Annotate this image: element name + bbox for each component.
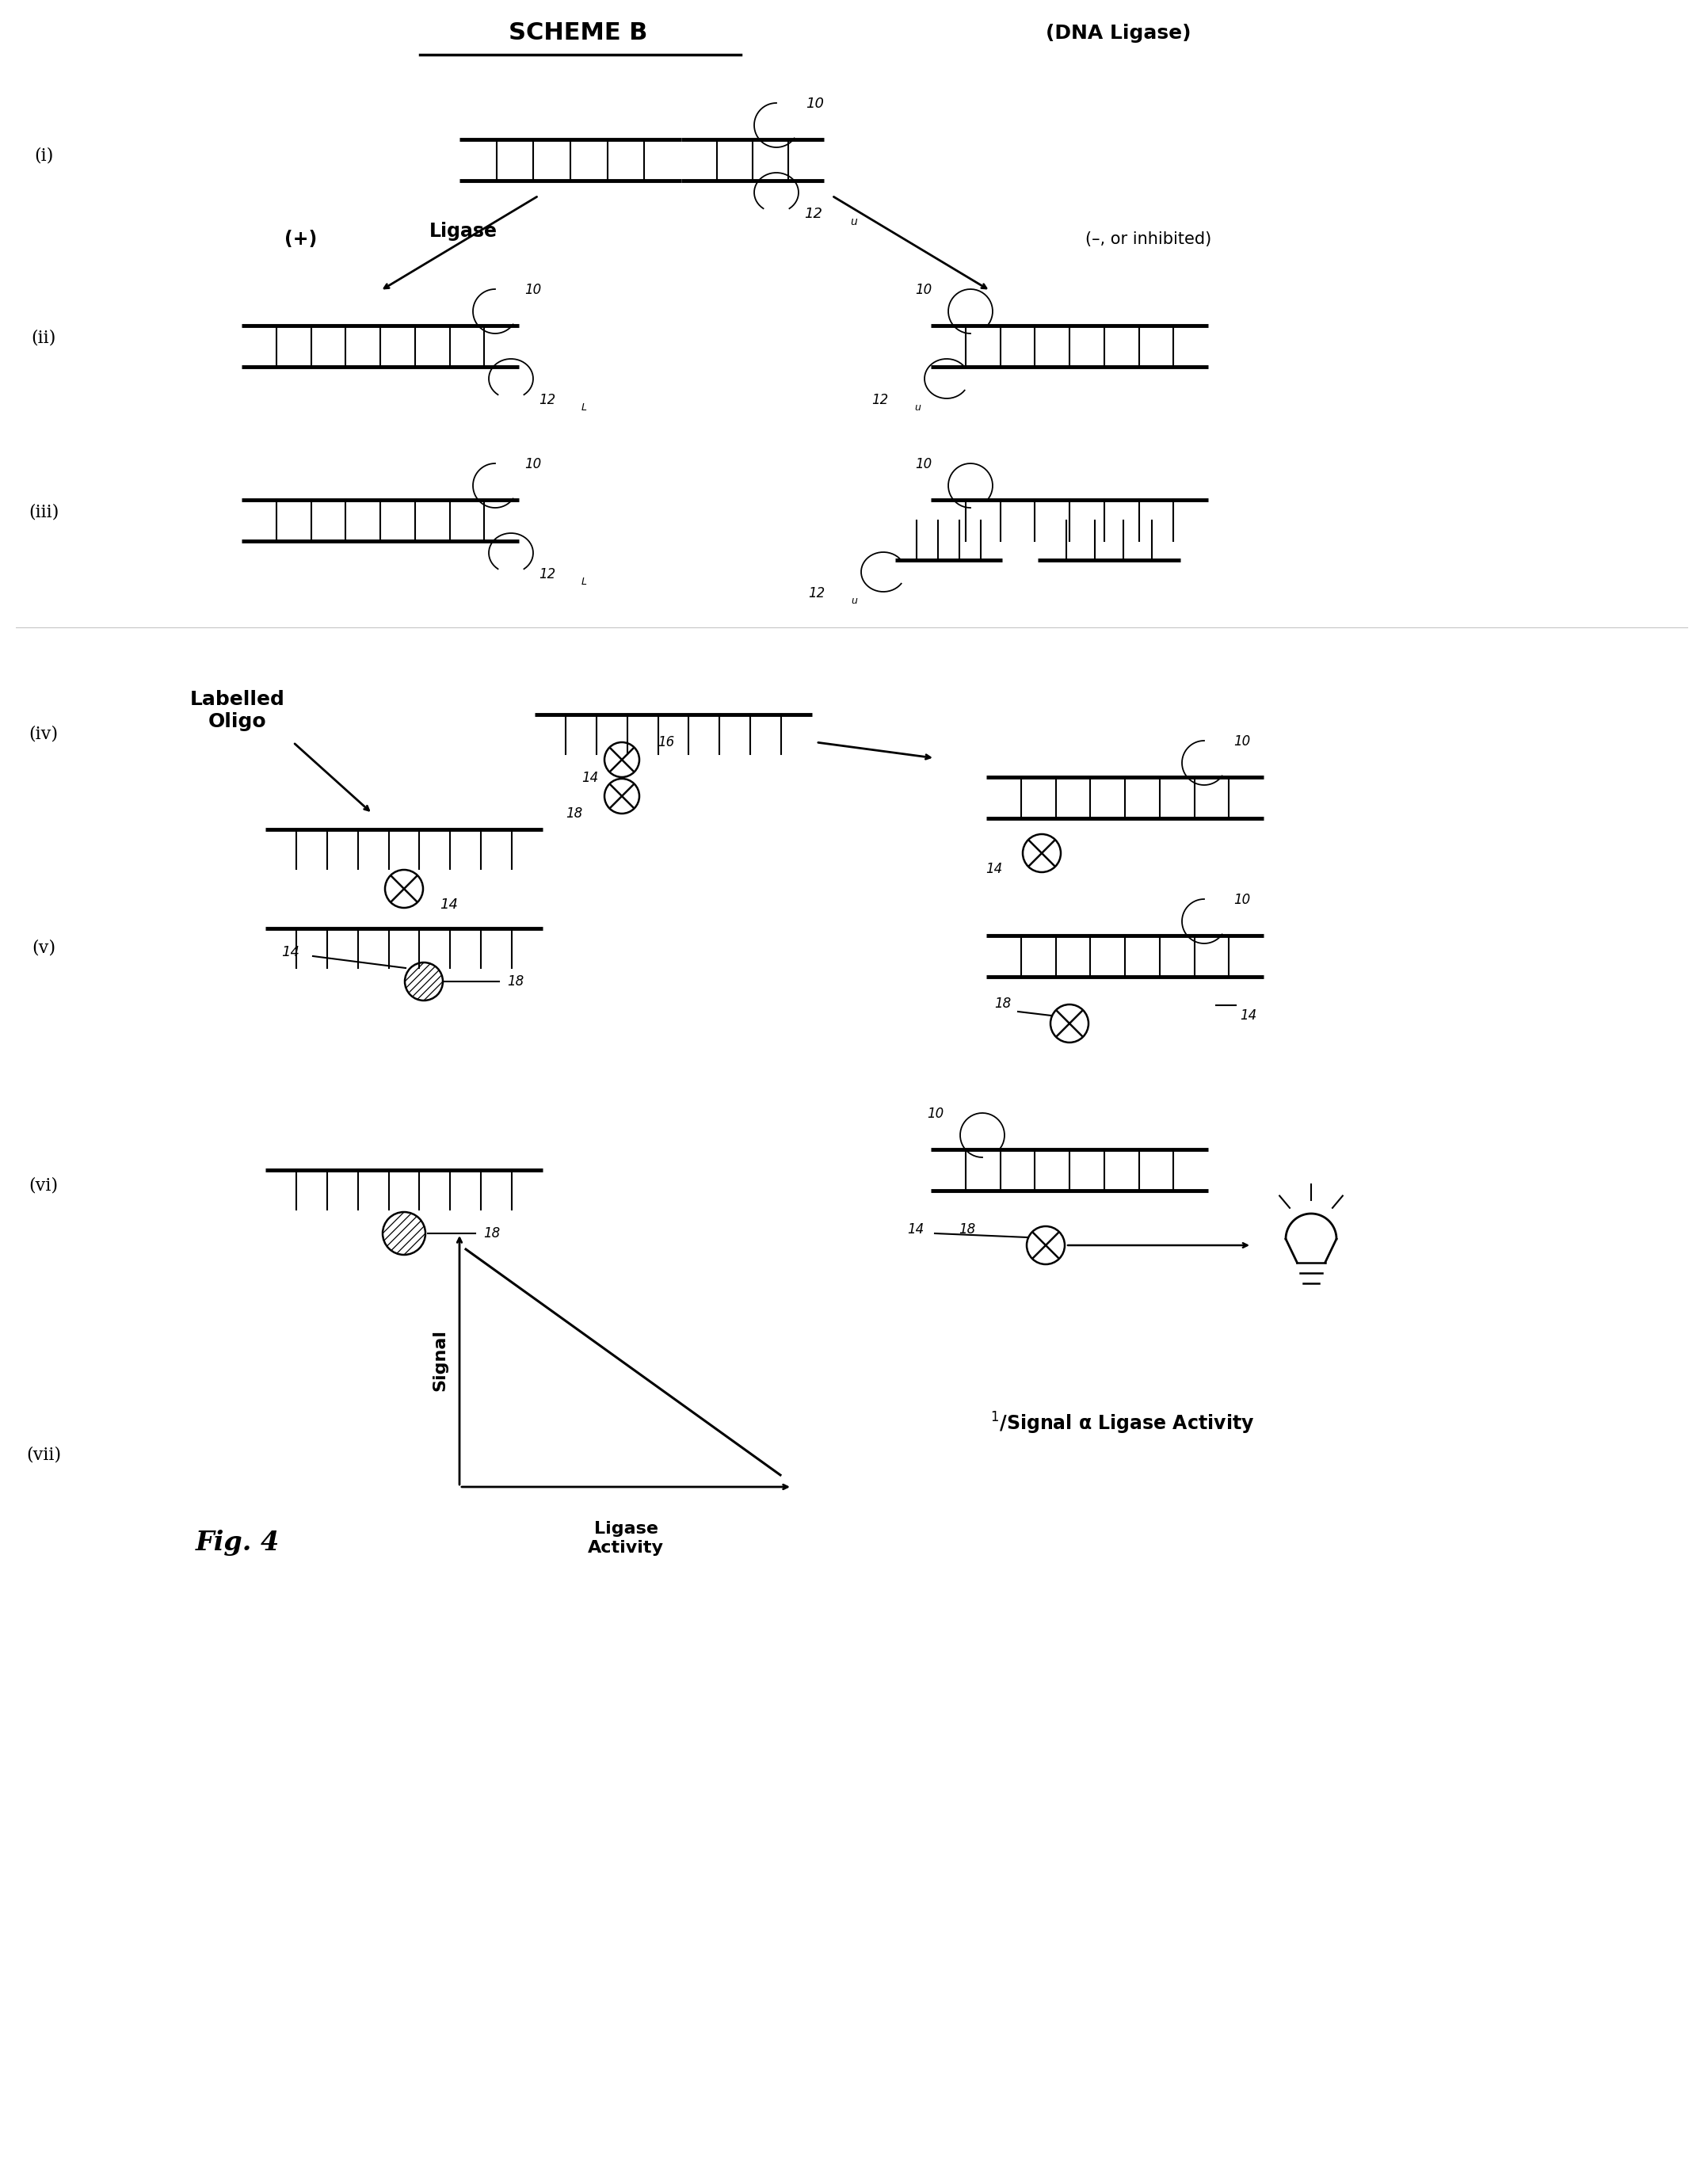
Text: (ii): (ii) — [31, 330, 56, 347]
Text: (i): (i) — [34, 146, 53, 164]
Text: Labelled
Oligo: Labelled Oligo — [190, 690, 285, 732]
Text: Ligase
Activity: Ligase Activity — [588, 1522, 664, 1555]
Text: 12: 12 — [538, 393, 555, 406]
Text: 10: 10 — [806, 96, 823, 111]
Text: L: L — [581, 577, 588, 587]
Text: u: u — [914, 402, 921, 413]
Text: 14: 14 — [1240, 1009, 1257, 1022]
Text: 10: 10 — [927, 1107, 945, 1120]
Text: 10: 10 — [915, 282, 933, 297]
Text: (–, or inhibited): (–, or inhibited) — [1086, 232, 1211, 247]
Text: 12: 12 — [871, 393, 888, 406]
Text: Signal: Signal — [432, 1330, 447, 1391]
Text: (v): (v) — [32, 939, 55, 957]
Text: Ligase: Ligase — [429, 223, 497, 240]
Text: (DNA Ligase): (DNA Ligase) — [1045, 24, 1190, 44]
Text: 18: 18 — [507, 974, 524, 989]
Text: 12: 12 — [804, 207, 822, 221]
Text: 10: 10 — [1233, 734, 1250, 749]
Text: 18: 18 — [994, 996, 1011, 1011]
Text: u: u — [851, 596, 857, 607]
Text: 10: 10 — [1233, 893, 1250, 906]
Text: 14: 14 — [907, 1223, 924, 1236]
Text: Fig. 4: Fig. 4 — [196, 1529, 280, 1555]
Text: (iii): (iii) — [29, 505, 58, 522]
Text: 18: 18 — [958, 1223, 975, 1236]
Text: 18: 18 — [483, 1225, 500, 1241]
Text: 14: 14 — [582, 771, 598, 784]
Text: 16: 16 — [658, 736, 675, 749]
Text: 14: 14 — [986, 863, 1003, 876]
Text: 10: 10 — [524, 456, 541, 472]
Text: u: u — [851, 216, 857, 227]
Text: 18: 18 — [565, 806, 582, 821]
Text: (+): (+) — [285, 229, 318, 249]
Text: 10: 10 — [915, 456, 933, 472]
Text: (iv): (iv) — [29, 725, 58, 743]
Text: $^{1}$/Signal α Ligase Activity: $^{1}$/Signal α Ligase Activity — [991, 1411, 1254, 1437]
Text: (vii): (vii) — [26, 1446, 61, 1463]
Text: L: L — [581, 402, 588, 413]
Text: 12: 12 — [538, 568, 555, 581]
Text: 14: 14 — [439, 898, 458, 911]
Text: SCHEME B: SCHEME B — [509, 22, 647, 44]
Text: (vi): (vi) — [29, 1177, 58, 1195]
Text: 12: 12 — [808, 585, 825, 601]
Text: 10: 10 — [524, 282, 541, 297]
Text: 14: 14 — [282, 946, 299, 959]
